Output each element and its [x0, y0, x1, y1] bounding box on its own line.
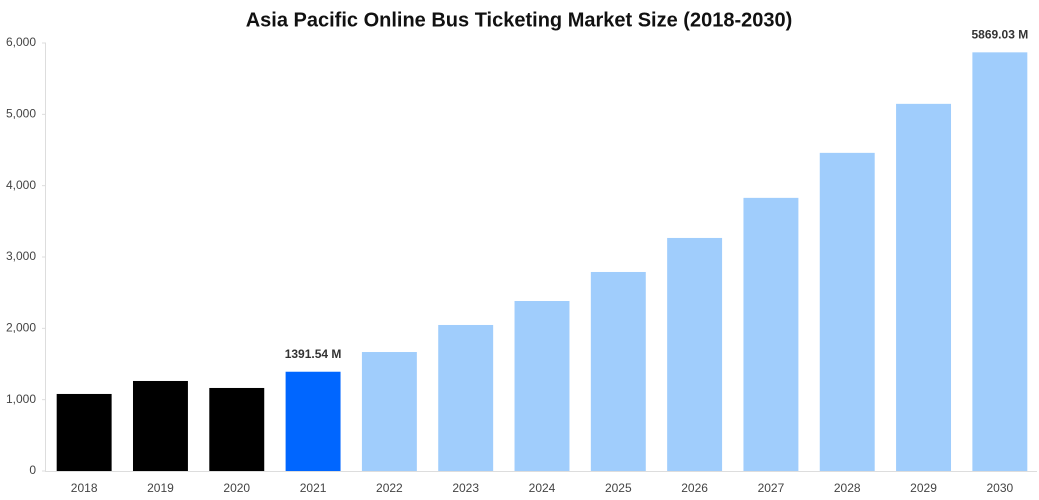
x-tick-label: 2019: [147, 481, 174, 495]
x-tick-label: 2024: [529, 481, 556, 495]
bar: [514, 301, 570, 471]
x-tick-label: 2030: [986, 481, 1013, 495]
bar: [819, 152, 875, 471]
x-tick-label: 2026: [681, 481, 708, 495]
x-tick-label: 2028: [834, 481, 861, 495]
y-tick-label: 2,000: [6, 321, 36, 335]
value-label: 5869.03 M: [971, 28, 1028, 42]
bar: [590, 271, 646, 471]
y-tick-label: 5,000: [6, 107, 36, 121]
value-label: 1391.54 M: [285, 347, 342, 361]
x-tick-label: 2029: [910, 481, 937, 495]
bar: [743, 197, 799, 471]
x-tick-label: 2020: [223, 481, 250, 495]
bar: [438, 324, 494, 471]
x-tick-label: 2021: [300, 481, 327, 495]
chart-title: Asia Pacific Online Bus Ticketing Market…: [246, 9, 793, 31]
x-tick-label: 2023: [452, 481, 479, 495]
x-tick-label: 2022: [376, 481, 403, 495]
y-tick-label: 0: [29, 463, 36, 477]
y-tick-label: 1,000: [6, 392, 36, 406]
bar: [209, 387, 265, 471]
bar: [56, 393, 112, 471]
x-tick-label: 2018: [71, 481, 98, 495]
x-tick-label: 2025: [605, 481, 632, 495]
y-tick-label: 3,000: [6, 249, 36, 263]
bar: [896, 103, 952, 471]
bar: [972, 52, 1028, 471]
bar: [285, 371, 341, 471]
bar: [667, 237, 723, 471]
y-tick-label: 4,000: [6, 178, 36, 192]
x-tick-label: 2027: [758, 481, 785, 495]
y-tick-label: 6,000: [6, 35, 36, 49]
bar: [132, 380, 188, 471]
bar: [361, 352, 417, 471]
